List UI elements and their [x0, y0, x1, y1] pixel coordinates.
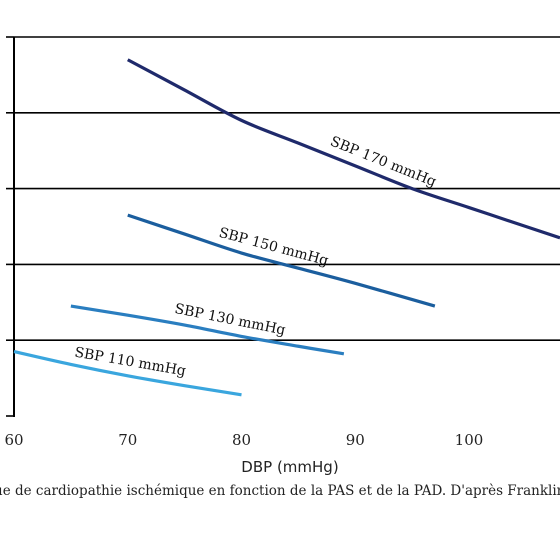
series-line-2	[70, 304, 345, 356]
series-line-3	[13, 350, 242, 397]
grid	[14, 36, 560, 342]
series-label-3: SBP 110 mmHg	[73, 345, 187, 380]
x-tick-label-1: 70	[118, 431, 137, 449]
x-axis-title: DBP (mmHg)	[241, 458, 338, 476]
series-lines	[13, 58, 560, 397]
x-ticks: 60 70 80 90 100	[4, 431, 483, 449]
series-line-1	[127, 213, 436, 308]
x-tick-label-0: 60	[4, 431, 23, 449]
series-line-0	[126, 58, 560, 240]
figure-caption: ue de cardiopathie ischémique en fonctio…	[0, 483, 560, 499]
x-tick-label-2: 80	[232, 431, 251, 449]
x-tick-label-4: 100	[455, 431, 484, 449]
y-ticks	[6, 36, 14, 417]
x-tick-label-3: 90	[346, 431, 365, 449]
